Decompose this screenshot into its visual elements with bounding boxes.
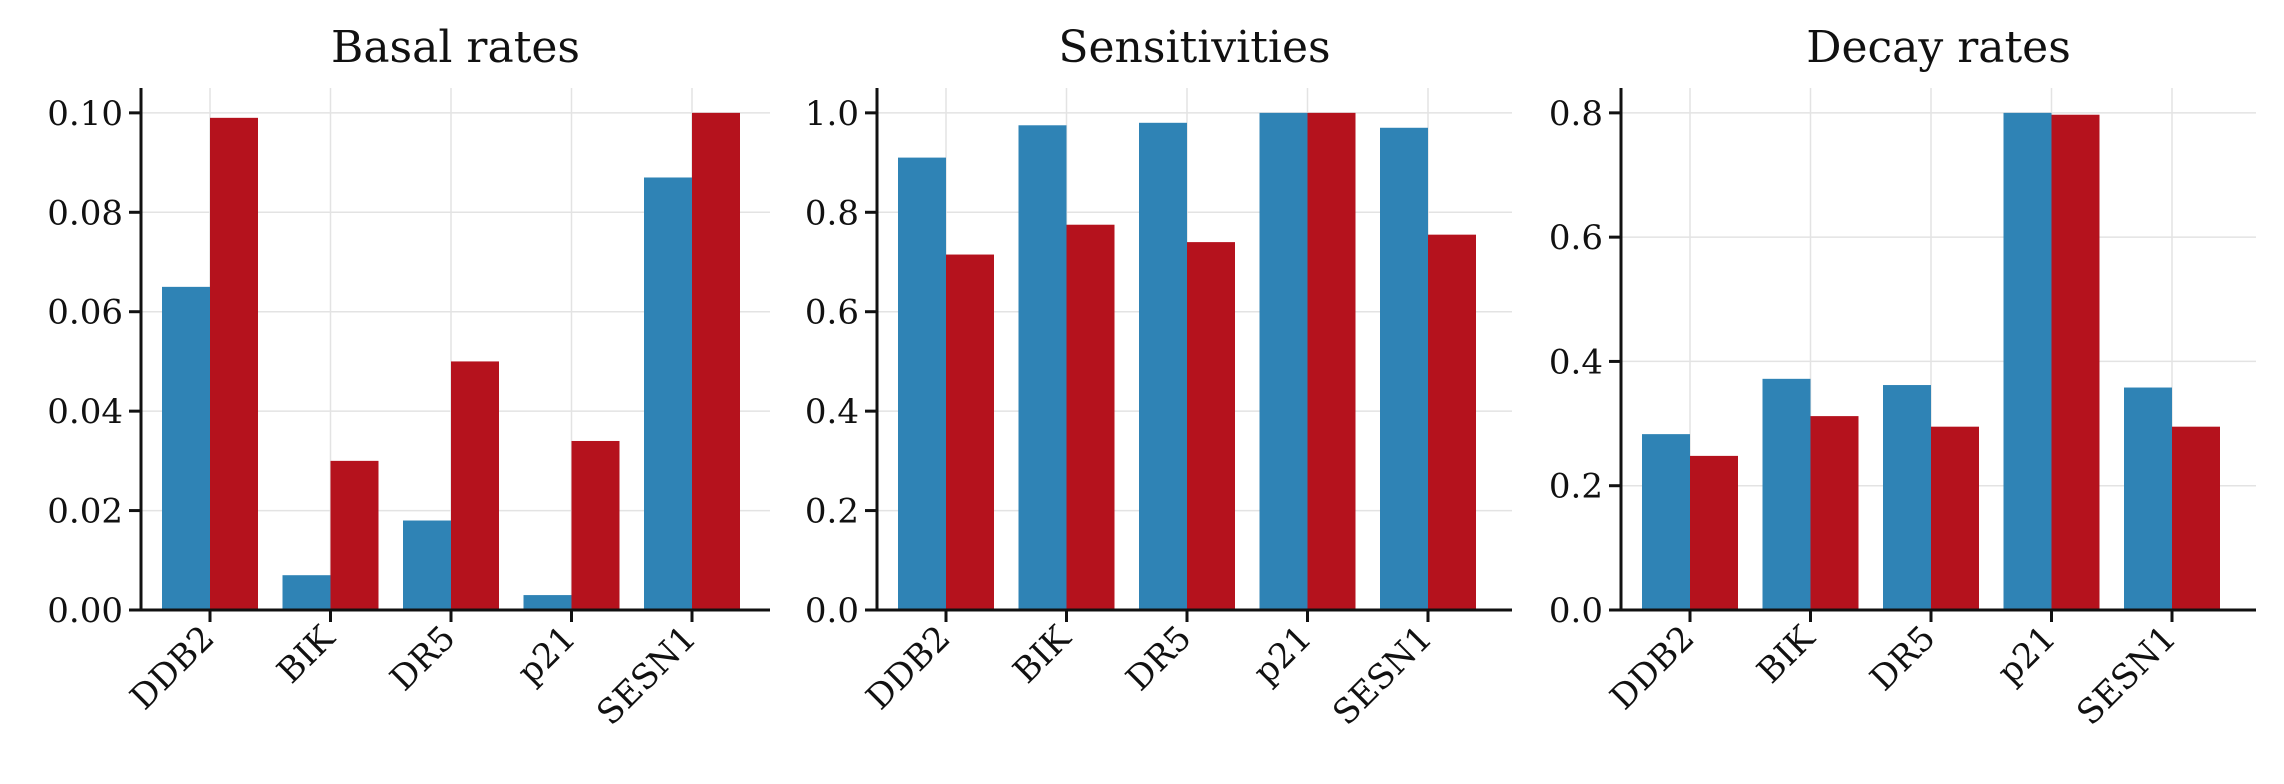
- x-tick-label: p21: [1990, 618, 2064, 692]
- bar-sesn1-series-1: [2124, 387, 2172, 610]
- bar-sesn1-series-2: [2172, 426, 2220, 610]
- panel-title: Sensitivities: [1058, 22, 1330, 73]
- bar-p21-series-1: [1259, 112, 1308, 610]
- y-tick-label: 0.4: [1549, 342, 1603, 382]
- bar-sesn1-series-2: [692, 112, 740, 610]
- y-tick-label: 0.0: [805, 591, 859, 631]
- bar-dr5-series-2: [1187, 242, 1235, 610]
- y-tick-label: 0.6: [1549, 218, 1603, 258]
- x-tick-label: BIK: [269, 618, 343, 692]
- y-tick-label: 0.06: [47, 293, 123, 333]
- bar-ddb2-series-1: [162, 286, 210, 610]
- x-tick-label: p21: [510, 618, 584, 692]
- bar-p21-series-2: [2051, 114, 2100, 610]
- y-tick-label: 0.2: [1549, 467, 1603, 507]
- bar-dr5-series-2: [1931, 426, 1979, 610]
- y-tick-label: 0.2: [805, 492, 859, 532]
- bar-dr5-series-1: [1139, 122, 1187, 611]
- bar-bik-series-1: [1762, 378, 1811, 610]
- bar-ddb2-series-1: [1642, 434, 1690, 610]
- bar-dr5-series-1: [403, 520, 451, 610]
- bar-dr5-series-2: [451, 361, 499, 610]
- bar-ddb2-series-2: [210, 117, 258, 610]
- bar-p21-series-1: [2003, 112, 2052, 610]
- bar-p21-series-2: [571, 440, 620, 610]
- y-tick-label: 0.0: [1549, 591, 1603, 631]
- x-tick-label: DR5: [1118, 618, 1199, 699]
- y-tick-label: 0.10: [47, 94, 123, 134]
- x-tick-label: DDB2: [1603, 618, 1703, 718]
- x-tick-label: BIK: [1005, 618, 1079, 692]
- y-tick-label: 0.04: [47, 392, 123, 432]
- bar-sesn1-series-1: [644, 177, 692, 610]
- x-tick-label: DR5: [382, 618, 463, 699]
- x-tick-label: p21: [1246, 618, 1320, 692]
- bar-bik-series-2: [1810, 416, 1859, 610]
- y-tick-label: 0.6: [805, 293, 859, 333]
- bar-sesn1-series-2: [1428, 234, 1476, 610]
- chart-panel-0: 0.00 0.02 0.04 0.06 0.08 0.10 DDB2 BIK DR5 p21 SES…: [47, 22, 770, 733]
- y-tick-label: 0.02: [47, 492, 123, 532]
- chart-panel-2: 0.0 0.2 0.4 0.6 0.8 DDB2 BIK DR5 p21 SESN1 Decay r…: [1549, 22, 2256, 733]
- y-tick-label: 1.0: [805, 94, 859, 134]
- x-tick-label: SESN1: [1325, 618, 1440, 733]
- y-tick-label: 0.00: [47, 591, 123, 631]
- bar-ddb2-series-1: [898, 157, 946, 610]
- bar-p21-series-2: [1307, 112, 1356, 610]
- y-tick-label: 0.08: [47, 193, 123, 233]
- bar-ddb2-series-2: [1690, 455, 1738, 610]
- bar-ddb2-series-2: [946, 254, 994, 611]
- bar-bik-series-2: [1066, 224, 1115, 610]
- bar-bik-series-2: [330, 460, 379, 610]
- x-tick-label: DDB2: [123, 618, 223, 718]
- chart-panel-1: 0.0 0.2 0.4 0.6 0.8 1.0 DDB2 BIK DR5 p21 SESN1 Sens…: [805, 22, 1512, 733]
- x-tick-label: SESN1: [589, 618, 704, 733]
- bar-sesn1-series-1: [1380, 127, 1428, 611]
- bar-bik-series-1: [282, 575, 331, 610]
- bar-dr5-series-1: [1883, 385, 1931, 610]
- panel-title: Basal rates: [331, 22, 580, 73]
- x-tick-label: DR5: [1862, 618, 1943, 699]
- x-tick-label: SESN1: [2069, 618, 2184, 733]
- y-tick-label: 0.4: [805, 392, 859, 432]
- x-tick-label: BIK: [1749, 618, 1823, 692]
- x-tick-label: DDB2: [859, 618, 959, 718]
- y-tick-label: 0.8: [805, 193, 859, 233]
- bar-p21-series-1: [523, 595, 572, 610]
- panel-title: Decay rates: [1806, 22, 2071, 73]
- y-tick-label: 0.8: [1549, 94, 1603, 134]
- bar-bik-series-1: [1018, 125, 1067, 611]
